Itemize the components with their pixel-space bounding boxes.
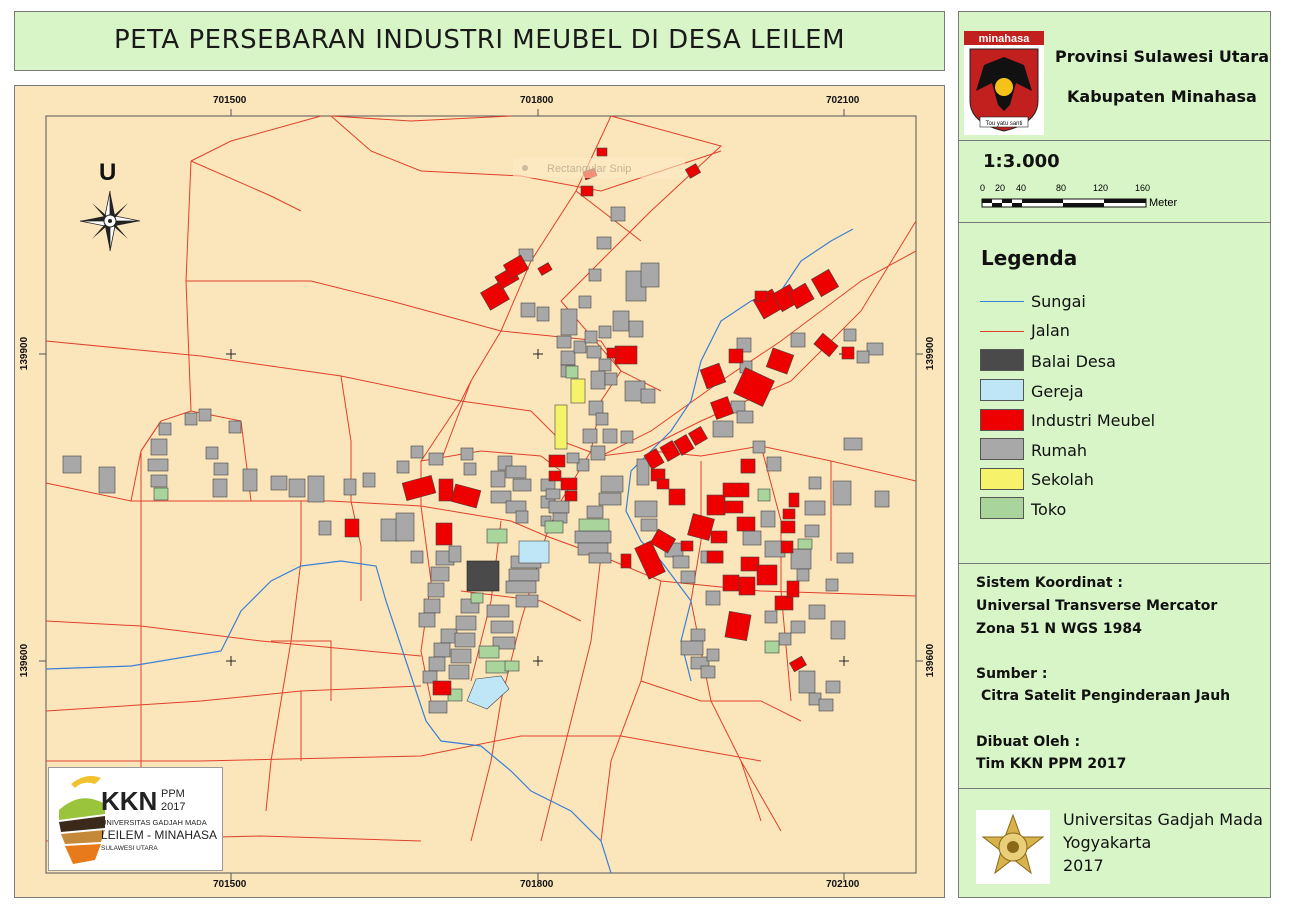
kkn-location: LEILEM - MINAHASA xyxy=(101,828,218,842)
y-tick-label-left: 139900 xyxy=(19,336,31,371)
legend-label: Gereja xyxy=(1031,382,1084,401)
map-frame: Rectangular Snip U 701500 701800 702100 … xyxy=(14,85,945,898)
ugm-emblem xyxy=(976,810,1050,884)
coord-heading: Sistem Koordinat : xyxy=(976,575,1124,591)
shops-layer xyxy=(153,365,813,702)
ghost-snip-text: Rectangular Snip xyxy=(547,163,631,175)
panel-divider xyxy=(958,222,1271,223)
scale-tick-label: 40 xyxy=(1016,183,1027,193)
legend-label: Sekolah xyxy=(1031,470,1094,489)
x-tick-label-bottom: 701800 xyxy=(520,879,554,890)
north-label: U xyxy=(99,159,117,186)
author-heading: Dibuat Oleh : xyxy=(976,734,1081,750)
furniture-industry-layer xyxy=(344,147,855,696)
panel-divider xyxy=(958,788,1271,789)
x-tick-label-top: 702100 xyxy=(826,95,860,106)
grid-ticks xyxy=(39,109,923,880)
scale-unit: Meter xyxy=(1149,197,1178,209)
minahasa-emblem: minahasa Tou yatu santi xyxy=(964,31,1044,135)
scale-tick-label: 80 xyxy=(1056,183,1067,193)
village-hall-layer xyxy=(466,560,500,592)
churches-layer xyxy=(466,540,550,710)
coord-line1: Universal Transverse Mercator xyxy=(976,598,1218,614)
province-name: Provinsi Sulawesi Utara xyxy=(1055,47,1270,66)
x-tick-label-bottom: 702100 xyxy=(826,879,860,890)
y-tick-label-left: 139600 xyxy=(19,643,31,678)
university-year: 2017 xyxy=(1063,856,1104,875)
kkn-title: KKN xyxy=(101,786,158,816)
panel-divider xyxy=(958,563,1271,564)
map-canvas: Rectangular Snip xyxy=(39,109,923,880)
x-tick-label-top: 701500 xyxy=(213,95,247,106)
scale-tick-label: 160 xyxy=(1135,183,1151,193)
scale-tick-label: 120 xyxy=(1093,183,1109,193)
houses-layer xyxy=(62,206,890,714)
north-arrow-icon xyxy=(79,190,141,252)
kkn-university: UNIVERSITAS GADJAH MADA xyxy=(101,818,207,827)
author-line: Tim KKN PPM 2017 xyxy=(976,756,1127,772)
emblem-label: minahasa xyxy=(979,33,1031,45)
emblem-motto: Tou yatu santi xyxy=(985,121,1022,127)
source-line: Citra Satelit Penginderaan Jauh xyxy=(981,688,1231,704)
legend-label: Toko xyxy=(1031,500,1067,519)
y-tick-label-right: 139600 xyxy=(925,643,937,678)
panel-divider xyxy=(958,140,1271,141)
regency-name: Kabupaten Minahasa xyxy=(1067,87,1257,106)
minahasa-emblem-icon: minahasa Tou yatu santi xyxy=(964,31,1044,132)
university-city: Yogyakarta xyxy=(1063,833,1152,852)
legend-label: Industri Meubel xyxy=(1031,411,1156,430)
scale-tick-label: 0 xyxy=(980,183,986,193)
legend-label: Jalan xyxy=(1031,321,1070,340)
scale-tick-label: 20 xyxy=(995,183,1006,193)
kkn-emblem-icon xyxy=(59,776,105,864)
x-tick-label-top: 701800 xyxy=(520,95,554,106)
y-tick-label-right: 139900 xyxy=(925,336,937,371)
rivers-layer xyxy=(45,228,854,874)
ugm-emblem-icon xyxy=(981,813,1045,875)
scale-bar: 0 20 40 80 120 160 Meter xyxy=(980,183,1177,215)
legend-label: Sungai xyxy=(1031,292,1086,311)
kkn-ppm: PPM xyxy=(161,788,185,800)
kkn-logo: KKN PPM 2017 UNIVERSITAS GADJAH MADA LEI… xyxy=(48,767,223,871)
x-tick-label-bottom: 701500 xyxy=(213,879,247,890)
schools-layer xyxy=(554,378,586,450)
kkn-year: 2017 xyxy=(161,801,186,813)
ghost-snip-overlay: Rectangular Snip xyxy=(513,158,685,178)
scale-ratio: 1:3.000 xyxy=(983,151,1060,172)
legend-label: Balai Desa xyxy=(1031,352,1116,371)
university-name: Universitas Gadjah Mada xyxy=(1063,810,1263,829)
legend-title: Legenda xyxy=(981,246,1078,270)
scale-bar-graphic xyxy=(981,198,1147,208)
map-neatline xyxy=(45,115,917,874)
source-heading: Sumber : xyxy=(976,666,1048,682)
kkn-region: SULAWESI UTARA xyxy=(101,845,158,852)
map-title-box: PETA PERSEBARAN INDUSTRI MEUBEL DI DESA … xyxy=(14,11,945,71)
coord-line2: Zona 51 N WGS 1984 xyxy=(976,621,1142,637)
map-title: PETA PERSEBARAN INDUSTRI MEUBEL DI DESA … xyxy=(113,25,846,55)
legend-label: Rumah xyxy=(1031,441,1088,460)
